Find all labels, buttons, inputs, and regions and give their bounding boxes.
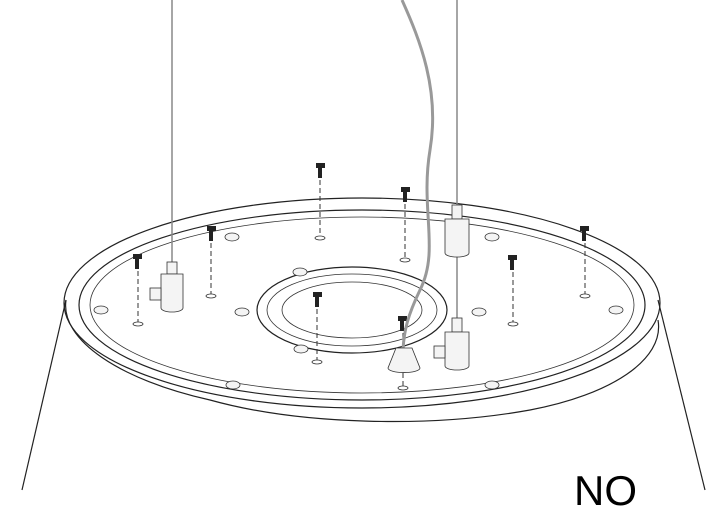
center-ring [256, 266, 448, 354]
tabs [93, 232, 624, 390]
label: NO [574, 467, 637, 509]
cables [171, 0, 458, 351]
screws [132, 163, 591, 391]
lamp-shade [21, 197, 706, 491]
fittings [149, 204, 470, 373]
